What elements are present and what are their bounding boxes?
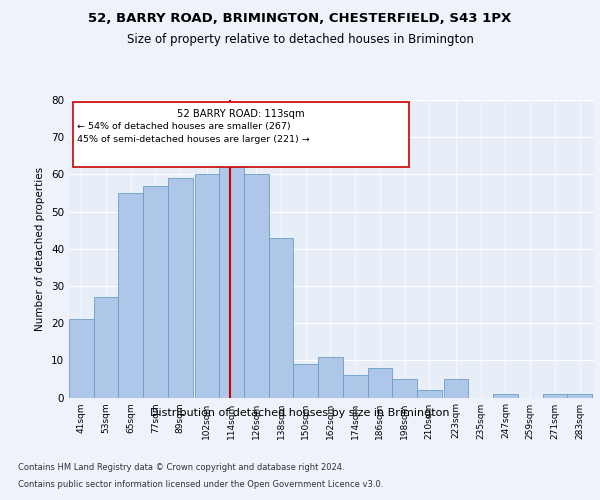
Bar — [343, 375, 368, 398]
Bar — [143, 186, 168, 398]
Bar — [293, 364, 318, 398]
Bar — [542, 394, 567, 398]
Text: 52, BARRY ROAD, BRIMINGTON, CHESTERFIELD, S43 1PX: 52, BARRY ROAD, BRIMINGTON, CHESTERFIELD… — [88, 12, 512, 26]
Bar — [168, 178, 193, 398]
Bar — [318, 356, 343, 398]
Text: ← 54% of detached houses are smaller (267): ← 54% of detached houses are smaller (26… — [77, 122, 291, 130]
FancyBboxPatch shape — [73, 102, 409, 167]
Bar — [244, 174, 269, 398]
Y-axis label: Number of detached properties: Number of detached properties — [35, 166, 46, 331]
Bar — [194, 174, 219, 398]
Text: Contains public sector information licensed under the Open Government Licence v3: Contains public sector information licen… — [18, 480, 383, 489]
Bar — [368, 368, 392, 398]
Bar — [269, 238, 293, 398]
Text: Size of property relative to detached houses in Brimington: Size of property relative to detached ho… — [127, 32, 473, 46]
Bar — [118, 193, 143, 398]
Bar — [444, 379, 469, 398]
Bar — [417, 390, 442, 398]
Bar — [69, 320, 94, 398]
Text: Contains HM Land Registry data © Crown copyright and database right 2024.: Contains HM Land Registry data © Crown c… — [18, 462, 344, 471]
Text: Distribution of detached houses by size in Brimington: Distribution of detached houses by size … — [150, 408, 450, 418]
Bar — [219, 156, 244, 398]
Text: 45% of semi-detached houses are larger (221) →: 45% of semi-detached houses are larger (… — [77, 136, 310, 144]
Bar — [493, 394, 518, 398]
Bar — [392, 379, 417, 398]
Bar — [94, 297, 118, 398]
Text: 52 BARRY ROAD: 113sqm: 52 BARRY ROAD: 113sqm — [177, 110, 305, 120]
Bar — [567, 394, 592, 398]
